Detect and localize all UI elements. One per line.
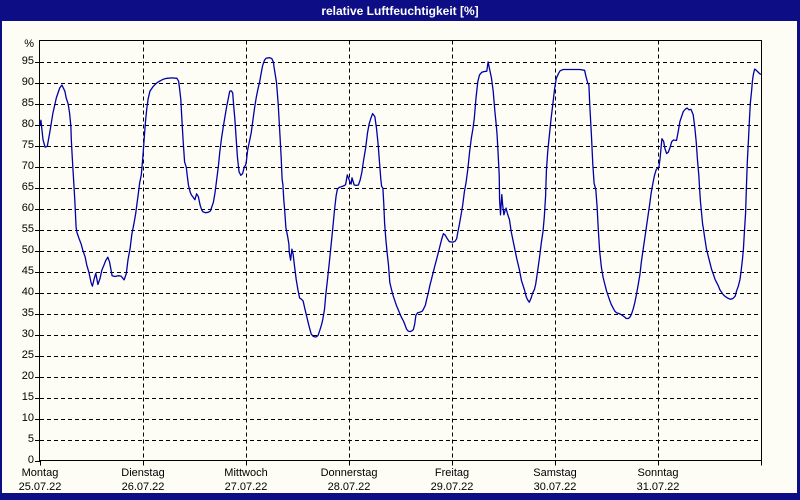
- y-axis-label-15: 15: [21, 391, 34, 403]
- y-axis-unit-label: %: [24, 38, 34, 50]
- plot-frame: [39, 40, 762, 461]
- day-name: Mittwoch: [224, 467, 268, 479]
- y-axis-label-10: 10: [21, 412, 34, 424]
- day-date: 26.07.22: [121, 481, 165, 493]
- day-date: 29.07.22: [430, 481, 474, 493]
- day-date: 30.07.22: [533, 481, 577, 493]
- day-name: Montag: [21, 467, 59, 479]
- day-name: Dienstag: [121, 467, 165, 479]
- y-axis-label-5: 5: [27, 433, 34, 445]
- y-axis-label-75: 75: [21, 139, 34, 151]
- x-axis-day-label-5: Samstag 30.07.22: [503, 467, 607, 494]
- y-axis-label-35: 35: [21, 307, 34, 319]
- chart-title: relative Luftfeuchtigkeit [%]: [321, 4, 479, 18]
- y-axis-label-30: 30: [21, 328, 34, 340]
- x-axis-day-label-1: Dienstag 26.07.22: [91, 467, 195, 494]
- x-axis-day-label-2: Mittwoch 27.07.22: [194, 467, 298, 494]
- day-date: 28.07.22: [327, 481, 371, 493]
- x-axis-day-label-3: Donnerstag 28.07.22: [297, 467, 401, 494]
- y-axis-label-45: 45: [21, 265, 34, 277]
- y-axis-label-20: 20: [21, 370, 34, 382]
- day-name: Sonntag: [637, 467, 679, 479]
- x-axis-day-label-6: Sonntag 31.07.22: [606, 467, 710, 494]
- y-axis-label-90: 90: [21, 76, 34, 88]
- window-titlebar: relative Luftfeuchtigkeit [%]: [0, 0, 800, 21]
- day-name: Donnerstag: [320, 467, 378, 479]
- y-axis-label-70: 70: [21, 160, 34, 172]
- day-date: 31.07.22: [636, 481, 680, 493]
- y-axis-label-80: 80: [21, 118, 34, 130]
- y-axis-label-0: 0: [27, 454, 34, 466]
- y-axis-label-60: 60: [21, 202, 34, 214]
- day-name: Samstag: [533, 467, 577, 479]
- humidity-line-series-0: [39, 57, 762, 338]
- y-axis-label-65: 65: [21, 181, 34, 193]
- plot-background: [2, 21, 797, 493]
- day-date: 25.07.22: [18, 481, 62, 493]
- x-axis-day-label-4: Freitag 29.07.22: [400, 467, 504, 494]
- y-axis-label-50: 50: [21, 244, 34, 256]
- y-axis-label-85: 85: [21, 97, 34, 109]
- day-date: 27.07.22: [224, 481, 268, 493]
- y-axis-label-95: 95: [21, 55, 34, 67]
- x-axis-day-label-0: Montag 25.07.22: [0, 467, 92, 494]
- y-axis-label-55: 55: [21, 223, 34, 235]
- y-axis-label-25: 25: [21, 349, 34, 361]
- day-name: Freitag: [434, 467, 470, 479]
- y-axis-label-40: 40: [21, 286, 34, 298]
